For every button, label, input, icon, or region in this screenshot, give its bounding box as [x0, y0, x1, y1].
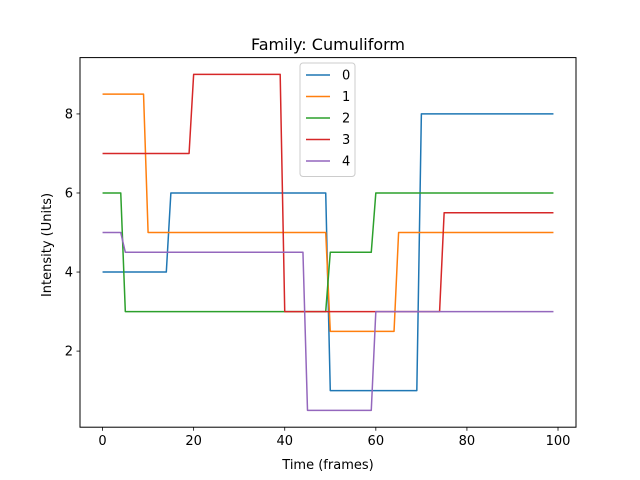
y-axis: 2 4 6 8: [65, 107, 80, 360]
x-tick-label: 0: [98, 434, 106, 449]
plot-frame: [79, 57, 577, 428]
legend-label-0: 0: [342, 69, 350, 84]
y-axis-label: Intensity (Units): [40, 193, 55, 297]
plot-area: [79, 57, 577, 428]
legend-box: [299, 62, 356, 177]
legend-label-1: 1: [342, 90, 350, 105]
legend: 0 1 2 3 4: [299, 62, 356, 177]
legend-label-2: 2: [342, 112, 350, 127]
series-line-4: [102, 231, 554, 412]
x-tick-label: 40: [276, 434, 293, 449]
series-layer: [102, 73, 554, 412]
x-tick-label: 100: [546, 434, 571, 449]
x-tick-label: 20: [185, 434, 202, 449]
series-line-3: [102, 73, 554, 313]
y-tick-label: 8: [65, 107, 73, 122]
x-axis-label: Time (frames): [281, 458, 373, 473]
legend-label-3: 3: [342, 133, 350, 148]
legend-label-4: 4: [342, 155, 350, 170]
x-tick-label: 80: [459, 434, 476, 449]
y-tick-label: 2: [65, 345, 73, 360]
x-tick-label: 60: [368, 434, 385, 449]
y-tick-label: 4: [65, 266, 73, 281]
chart-title: Family: Cumuliform: [251, 35, 405, 54]
y-tick-label: 6: [65, 186, 73, 201]
series-line-2: [102, 192, 554, 313]
x-axis: 0 20 40 60 80 100: [98, 427, 570, 449]
